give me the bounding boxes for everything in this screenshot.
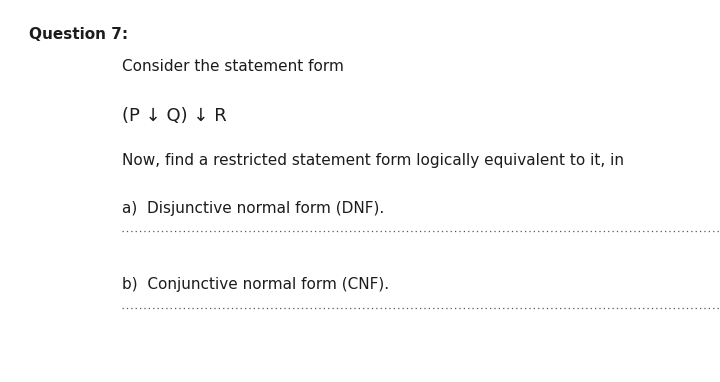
Text: (P ↓ Q) ↓ R: (P ↓ Q) ↓ R [122, 107, 227, 125]
Text: a)  Disjunctive normal form (DNF).: a) Disjunctive normal form (DNF). [122, 201, 384, 215]
Text: b)  Conjunctive normal form (CNF).: b) Conjunctive normal form (CNF). [122, 277, 390, 292]
Text: Consider the statement form: Consider the statement form [122, 59, 344, 74]
Text: Question 7:: Question 7: [29, 27, 128, 42]
Text: Now, find a restricted statement form logically equivalent to it, in: Now, find a restricted statement form lo… [122, 153, 624, 168]
